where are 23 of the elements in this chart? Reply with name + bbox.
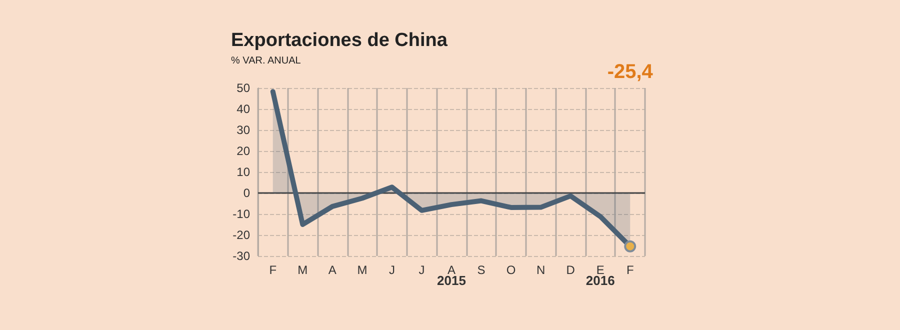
x-tick-label: F xyxy=(626,263,634,277)
y-tick-label: 30 xyxy=(236,123,250,137)
x-tick-label: D xyxy=(566,263,576,277)
y-tick-label: 40 xyxy=(236,102,250,116)
x-tick-label: M xyxy=(357,263,368,277)
x-tick-label: J xyxy=(388,263,395,277)
y-tick-label: -10 xyxy=(232,207,250,221)
y-tick-label: 10 xyxy=(236,165,250,179)
y-tick-label: 50 xyxy=(236,81,250,95)
y-tick-label: -30 xyxy=(232,249,250,263)
y-tick-label: 20 xyxy=(236,144,250,158)
y-tick-label: -20 xyxy=(232,228,250,242)
x-tick-label: A xyxy=(328,263,336,277)
chart-title: Exportaciones de China xyxy=(231,30,448,51)
x-tick-label: F xyxy=(269,263,277,277)
x-tick-label: J xyxy=(418,263,425,277)
text: -25,4 xyxy=(607,61,654,83)
x-tick-label: M xyxy=(298,263,308,277)
x-tick-label: O xyxy=(506,263,516,277)
y-tick-label: 0 xyxy=(243,186,250,200)
x-tick-label: S xyxy=(477,263,486,277)
chart-subtitle: % VAR. ANUAL xyxy=(231,56,302,66)
x-tick-label: N xyxy=(536,263,546,277)
